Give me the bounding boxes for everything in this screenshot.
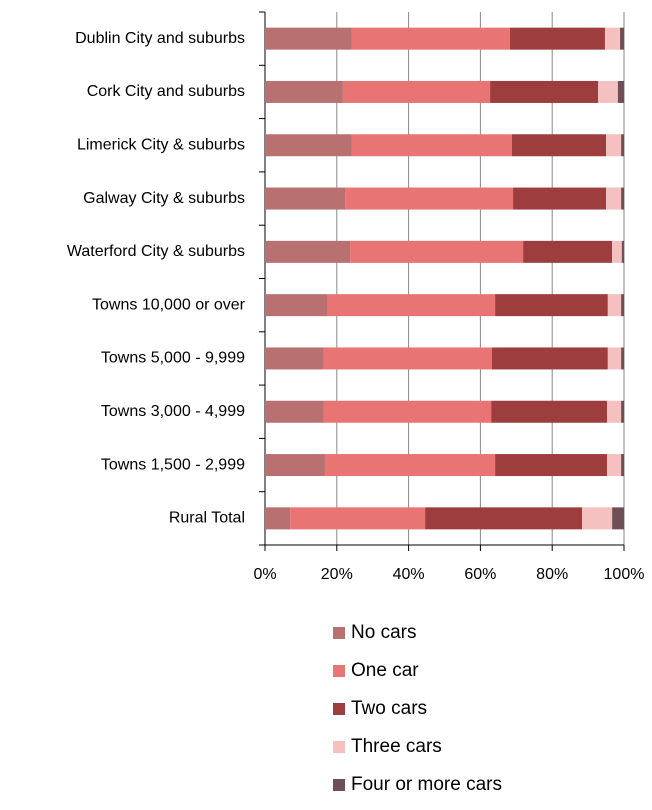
- bar-segment: [617, 80, 624, 103]
- x-tick-label: 80%: [536, 566, 568, 583]
- x-tick-label: 40%: [393, 566, 425, 583]
- bar-segment: [327, 294, 496, 317]
- bar-segment: [621, 454, 624, 477]
- bar-segment: [523, 240, 613, 263]
- bar-segment: [509, 27, 605, 50]
- bar-segment: [511, 134, 607, 157]
- bar-segment: [621, 400, 624, 423]
- bar-segment: [606, 134, 622, 157]
- bar-segment: [491, 347, 608, 370]
- bar-segment: [491, 400, 608, 423]
- x-tick-label: 100%: [604, 566, 645, 583]
- bar-segment: [621, 294, 624, 317]
- legend-label: Two cars: [351, 698, 427, 719]
- category-label: Galway City & suburbs: [83, 190, 245, 207]
- category-label: Cork City and suburbs: [87, 83, 245, 100]
- category-label: Limerick City & suburbs: [77, 136, 245, 153]
- legend-swatch: [333, 627, 345, 639]
- bar-segment: [606, 187, 622, 210]
- bar-segment: [351, 134, 512, 157]
- category-label: Towns 3,000 - 4,999: [101, 403, 245, 420]
- bar-segment: [265, 240, 351, 263]
- bar-segment: [342, 80, 491, 103]
- legend-swatch: [333, 779, 345, 791]
- bar-segment: [621, 134, 624, 157]
- bar-segment: [265, 80, 343, 103]
- x-tick-label: 60%: [464, 566, 496, 583]
- bar-segment: [425, 507, 582, 530]
- bar-segment: [620, 27, 624, 50]
- category-label: Dublin City and suburbs: [75, 30, 245, 47]
- bar-segment: [495, 294, 608, 317]
- bar-segment: [265, 454, 325, 477]
- bar-segment: [581, 507, 613, 530]
- bar-segment: [265, 27, 352, 50]
- category-label: Towns 5,000 - 9,999: [101, 350, 245, 367]
- x-tick-label: 20%: [321, 566, 353, 583]
- bar-segment: [607, 400, 622, 423]
- legend-label: One car: [351, 660, 419, 681]
- bar-segment: [350, 240, 524, 263]
- bar-segment: [265, 507, 291, 530]
- bar-segment: [621, 240, 624, 263]
- bar-segment: [351, 27, 510, 50]
- bar-segment: [607, 454, 622, 477]
- bar-segment: [265, 347, 324, 370]
- bar-segment: [265, 187, 346, 210]
- bar-segment: [265, 134, 352, 157]
- category-label: Towns 1,500 - 2,999: [101, 456, 245, 473]
- bar-segment: [604, 27, 621, 50]
- bar-segment: [621, 187, 624, 210]
- category-label: Waterford City & suburbs: [67, 243, 245, 260]
- bar-segment: [495, 454, 608, 477]
- bar-segment: [490, 80, 599, 103]
- category-label: Rural Total: [169, 510, 245, 527]
- bar-segment: [323, 347, 492, 370]
- bar-segment: [345, 187, 514, 210]
- bar-segment: [612, 240, 622, 263]
- category-label: Towns 10,000 or over: [92, 296, 246, 313]
- bar-segment: [612, 507, 624, 530]
- bar-segment: [607, 294, 622, 317]
- legend-label: Four or more cars: [351, 774, 502, 795]
- bar-segment: [607, 347, 622, 370]
- bar-segment: [265, 294, 328, 317]
- legend-label: No cars: [351, 622, 416, 643]
- bar-segment: [323, 400, 492, 423]
- legend-label: Three cars: [351, 736, 442, 757]
- bar-segment: [265, 400, 324, 423]
- bar-segment: [324, 454, 496, 477]
- legend-swatch: [333, 741, 345, 753]
- bar-segment: [621, 347, 624, 370]
- legend-swatch: [333, 703, 345, 715]
- bar-segment: [513, 187, 607, 210]
- x-tick-label: 0%: [253, 566, 276, 583]
- bar-segment: [598, 80, 618, 103]
- bar-segment: [290, 507, 426, 530]
- legend-swatch: [333, 665, 345, 677]
